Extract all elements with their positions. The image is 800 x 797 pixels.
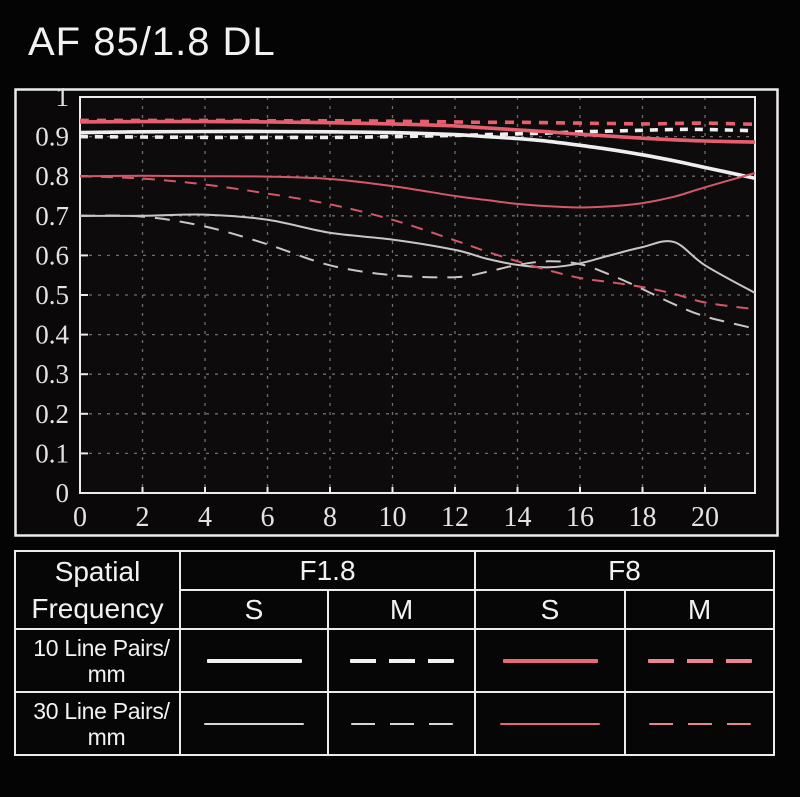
x-tick-label: 12	[441, 502, 469, 533]
spatial-frequency-line2: Frequency	[31, 593, 164, 624]
mtf-curve-f18-10lp-m	[79, 127, 756, 140]
y-tick-label: 0.8	[35, 161, 69, 191]
legend-sample-cell	[474, 628, 626, 693]
legend-row-10lp: 10 Line Pairs/ mm	[14, 628, 775, 693]
spatial-frequency-header: Spatial Frequency	[14, 550, 181, 630]
page-title: AF 85/1.8 DL	[28, 20, 276, 64]
mtf-curve-f18-10lp-s	[79, 129, 756, 180]
y-tick-label: 0.5	[35, 280, 69, 310]
x-tick-label: 8	[323, 502, 337, 533]
line-style-sample	[500, 722, 600, 725]
mtf-curve-f18-30lp-m	[79, 214, 756, 330]
aperture-header-f8: F8	[474, 550, 775, 591]
line-style-sample	[204, 722, 304, 725]
legend-sample-cell	[624, 691, 775, 756]
x-tick-label: 18	[629, 502, 657, 533]
mtf-curve-f8-30lp-s	[79, 172, 756, 209]
subcol-f8-sagittal: S	[474, 589, 626, 630]
line-style-sample	[350, 722, 453, 725]
legend-sample-cell	[474, 691, 626, 756]
freq-label-10lp: 10 Line Pairs/ mm	[14, 628, 181, 693]
legend-sample-cell	[327, 691, 476, 756]
legend-row-30lp: 30 Line Pairs/ mm	[14, 691, 775, 756]
x-tick-label: 10	[379, 502, 407, 533]
y-tick-label: 0.1	[35, 438, 69, 468]
legend-sample-cell	[327, 628, 476, 693]
mtf-curve-f18-30lp-s	[79, 213, 756, 294]
mtf-chart: 1 0.9 0.8 0.7 0.6 0.5 0.4 0.3 0.2 0.1 00 2 4 6 8 10 12 14…	[14, 88, 779, 537]
y-tick-label: 0	[56, 478, 70, 508]
y-tick-label: 0.9	[35, 122, 69, 152]
line-style-sample	[349, 658, 454, 663]
aperture-header-f1-8: F1.8	[179, 550, 476, 591]
legend-table: Spatial Frequency F1.8 F8 S M S M 10 Lin…	[14, 550, 775, 756]
mtf-curve-f8-30lp-m	[79, 175, 756, 311]
freq-label-30lp: 30 Line Pairs/ mm	[14, 691, 181, 756]
subcol-f18-sagittal: S	[179, 589, 329, 630]
x-tick-label: 14	[504, 502, 532, 533]
y-tick-label: 0.7	[35, 201, 69, 231]
x-tick-label: 20	[691, 502, 719, 533]
x-tick-label: 2	[136, 502, 150, 533]
line-style-sample	[648, 722, 751, 725]
subcol-f18-meridional: M	[327, 589, 476, 630]
y-tick-label: 0.4	[35, 320, 69, 350]
legend-sample-cell	[179, 691, 329, 756]
x-tick-label: 0	[73, 502, 87, 533]
x-tick-label: 6	[261, 502, 275, 533]
mtf-curve-f8-10lp-m	[80, 118, 756, 127]
subcol-f8-meridional: M	[624, 589, 775, 630]
y-tick-label: 0.3	[35, 359, 69, 389]
y-tick-label: 0.2	[35, 399, 69, 429]
spatial-frequency-line1: Spatial	[54, 556, 141, 587]
line-style-sample	[647, 658, 752, 663]
legend-sample-cell	[624, 628, 775, 693]
legend-sample-cell	[179, 628, 329, 693]
y-tick-label: 1	[56, 88, 70, 112]
line-style-sample	[206, 658, 302, 663]
y-tick-label: 0.6	[35, 240, 69, 270]
x-tick-label: 4	[198, 502, 212, 533]
x-tick-label: 16	[566, 502, 594, 533]
line-style-sample	[502, 658, 598, 663]
